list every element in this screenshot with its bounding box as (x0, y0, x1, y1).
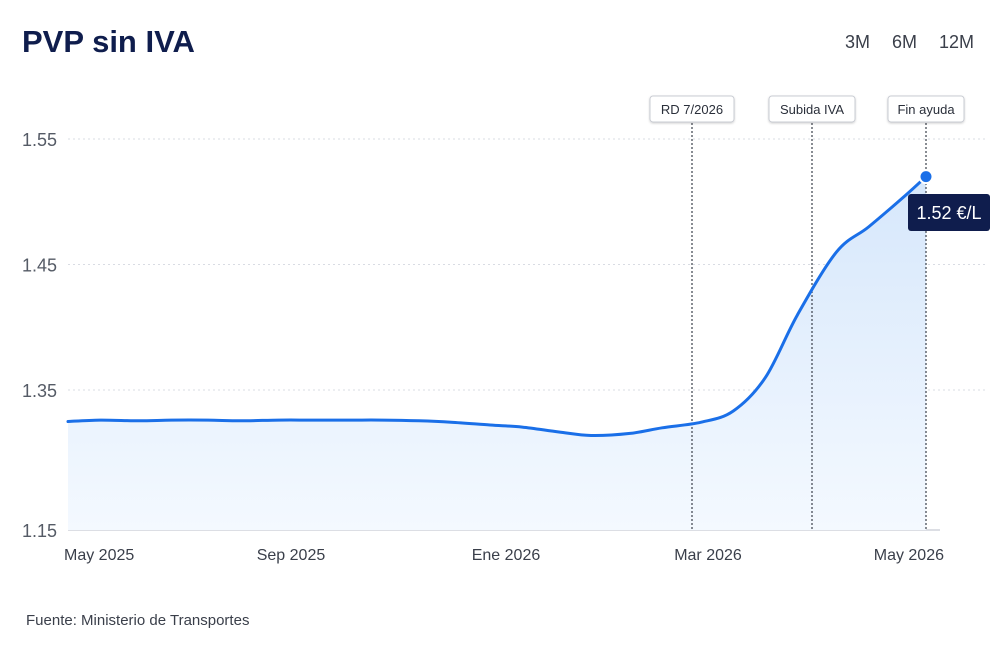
annotation-label: RD 7/2026 (661, 102, 723, 117)
series-line (66, 175, 928, 438)
range-6m-button[interactable]: 6M (891, 32, 917, 52)
x-tick-label: Ene 2026 (472, 547, 541, 564)
highlight-point (918, 169, 934, 185)
chart-title: PVP sin IVA (22, 24, 195, 59)
x-tick-label: Mar 2026 (674, 547, 742, 564)
y-tick-label: 1.45 (22, 256, 57, 276)
annotation-box (887, 95, 965, 123)
range-selector: 3M 6M 12M (845, 32, 974, 53)
annotation-label: Fin ayuda (897, 102, 955, 117)
annotation-box (768, 95, 856, 123)
annotation-label: Subida IVA (780, 102, 844, 117)
annotation-box (649, 95, 735, 123)
range-12m-button[interactable]: 12M (938, 32, 974, 52)
x-tick-label: May 2025 (64, 547, 134, 564)
x-tick-label: Sep 2025 (257, 547, 326, 564)
range-3m-button[interactable]: 3M (844, 32, 870, 52)
tooltip-value: 1.52 €/L (916, 203, 981, 223)
y-tick-label: 1.35 (22, 381, 57, 401)
source-note: Fuente: Ministerio de Transportes (26, 612, 250, 629)
y-tick-label: 1.15 (22, 521, 57, 541)
tooltip-box (908, 194, 990, 231)
y-tick-label: 1.55 (22, 130, 57, 150)
area-fill (68, 176, 926, 530)
x-tick-label: May 2026 (874, 547, 944, 564)
